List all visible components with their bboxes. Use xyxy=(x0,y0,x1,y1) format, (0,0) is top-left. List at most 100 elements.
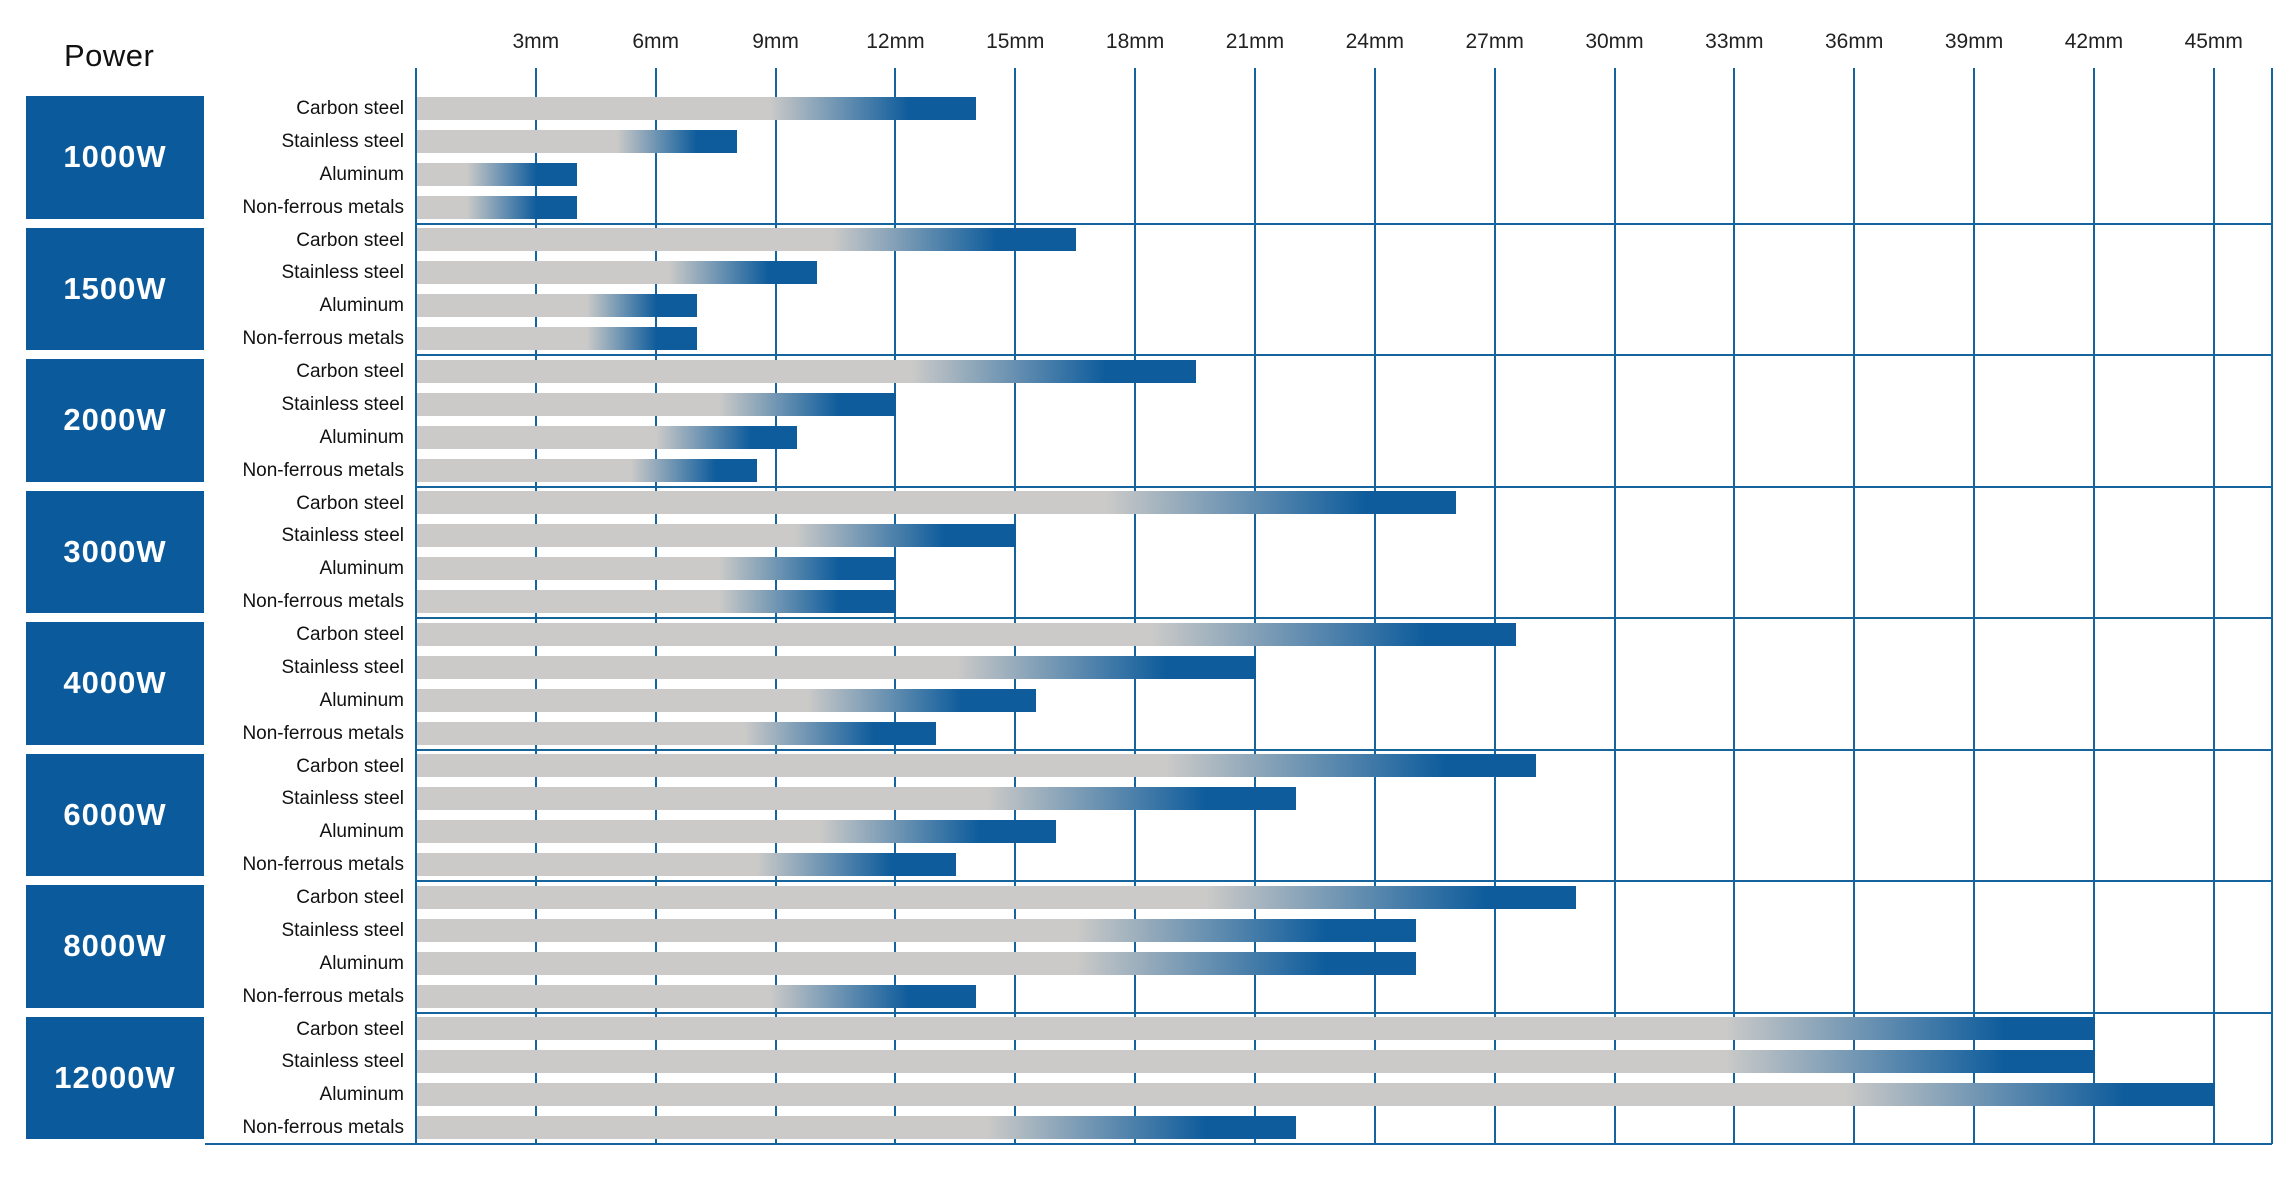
material-label: Aluminum xyxy=(319,1084,404,1106)
x-axis-tick: 15mm xyxy=(986,30,1045,53)
grid-hline xyxy=(416,354,2272,356)
material-label: Aluminum xyxy=(319,558,404,580)
capacity-bar xyxy=(417,294,697,318)
material-label: Aluminum xyxy=(319,163,404,185)
capacity-bar xyxy=(417,918,1416,942)
material-label: Stainless steel xyxy=(281,262,404,284)
capacity-bar xyxy=(417,853,957,877)
power-label-8000w: 8000W xyxy=(26,885,204,1008)
capacity-bar xyxy=(417,557,897,581)
material-label: Stainless steel xyxy=(281,130,404,152)
material-label: Carbon steel xyxy=(296,624,404,645)
material-label: Carbon steel xyxy=(296,229,404,251)
material-label: Stainless steel xyxy=(281,656,404,678)
capacity-bar xyxy=(417,524,1017,548)
material-label: Carbon steel xyxy=(296,492,404,514)
x-axis-tick: 6mm xyxy=(632,30,680,53)
grid-hline xyxy=(416,880,2272,882)
power-label-2000w: 2000W xyxy=(26,359,204,482)
capacity-bar xyxy=(417,162,577,186)
capacity-bar xyxy=(417,787,1296,811)
material-label: Carbon steel xyxy=(296,755,404,777)
x-axis-tick: 45mm xyxy=(2184,30,2243,53)
material-label: Non-ferrous metals xyxy=(242,722,404,744)
grid-hline xyxy=(416,748,2272,751)
capacity-bar xyxy=(417,688,1037,712)
material-label: Non-ferrous metals xyxy=(242,854,404,876)
grid-vline xyxy=(1733,68,1736,1144)
grid-vline-right-edge xyxy=(2271,68,2273,1144)
power-label-6000w: 6000W xyxy=(26,753,204,876)
page-title: Power xyxy=(64,38,155,73)
material-label: Stainless steel xyxy=(281,1051,404,1073)
power-label-12000w: 12000W xyxy=(26,1016,204,1139)
power-label-1000w: 1000W xyxy=(26,96,204,219)
grid-vline xyxy=(2212,68,2215,1144)
capacity-bar xyxy=(417,491,1456,515)
capacity-bar xyxy=(417,984,977,1008)
capacity-bar xyxy=(417,655,1256,679)
grid-vline xyxy=(1853,68,1856,1144)
x-axis-tick: 12mm xyxy=(866,30,925,53)
capacity-bar xyxy=(417,228,1077,252)
capacity-bar xyxy=(417,590,897,614)
material-label: Aluminum xyxy=(319,821,404,843)
material-label: Stainless steel xyxy=(281,525,404,547)
grid-vline xyxy=(1253,68,1256,1144)
material-label: Carbon steel xyxy=(296,98,404,119)
capacity-bar xyxy=(417,129,737,153)
grid-hline xyxy=(205,1143,2272,1145)
capacity-bar xyxy=(417,721,937,745)
capacity-bar xyxy=(417,261,817,285)
material-label: Stainless steel xyxy=(281,393,404,415)
material-label: Non-ferrous metals xyxy=(242,328,404,350)
grid-vline xyxy=(1973,68,1976,1144)
grid-vline xyxy=(1613,68,1616,1144)
x-axis-tick: 21mm xyxy=(1225,30,1285,53)
grid-vline xyxy=(415,68,417,1144)
material-label: Non-ferrous metals xyxy=(242,459,404,481)
grid-vline xyxy=(1373,68,1376,1144)
x-axis-tick: 30mm xyxy=(1585,30,1644,53)
material-label: Stainless steel xyxy=(281,919,404,941)
x-axis-tick: 39mm xyxy=(1944,30,2004,53)
capacity-bar xyxy=(417,458,757,482)
material-label: Non-ferrous metals xyxy=(242,1117,404,1139)
capacity-bar xyxy=(417,885,1576,909)
material-label: Carbon steel xyxy=(296,361,404,382)
grid-vline xyxy=(1134,68,1137,1144)
capacity-bar xyxy=(417,392,897,416)
x-axis-tick: 27mm xyxy=(1465,30,1524,53)
x-axis-tick: 18mm xyxy=(1105,30,1165,53)
material-label: Non-ferrous metals xyxy=(242,196,404,218)
capacity-bar xyxy=(417,1116,1296,1140)
x-axis-tick: 24mm xyxy=(1345,30,1404,53)
x-axis-tick: 33mm xyxy=(1705,30,1764,53)
grid-vline xyxy=(2092,68,2095,1144)
capacity-bar xyxy=(417,1017,2095,1041)
material-label: Carbon steel xyxy=(296,1018,404,1040)
power-label-4000w: 4000W xyxy=(26,622,204,745)
capacity-bar xyxy=(417,1083,2215,1107)
x-axis-tick: 42mm xyxy=(2064,30,2124,53)
capacity-bar xyxy=(417,951,1416,975)
power-label-1500w: 1500W xyxy=(26,227,204,350)
power-label-3000w: 3000W xyxy=(26,490,204,613)
x-axis-tick: 9mm xyxy=(752,30,799,53)
material-label: Carbon steel xyxy=(296,887,404,908)
x-axis-tick: 3mm xyxy=(512,30,560,53)
x-axis-tick: 36mm xyxy=(1825,30,1884,53)
material-label: Non-ferrous metals xyxy=(242,985,404,1007)
capacity-bar xyxy=(417,425,797,449)
capacity-bar xyxy=(417,754,1536,778)
material-label: Aluminum xyxy=(319,426,404,448)
grid-hline xyxy=(416,617,2272,619)
material-label: Non-ferrous metals xyxy=(242,591,404,613)
grid-hline xyxy=(416,1011,2272,1014)
material-label: Aluminum xyxy=(319,295,404,317)
capacity-bar xyxy=(417,359,1197,383)
capacity-bar xyxy=(417,1050,2095,1074)
capacity-bar xyxy=(417,96,977,120)
capacity-bar xyxy=(417,327,697,351)
